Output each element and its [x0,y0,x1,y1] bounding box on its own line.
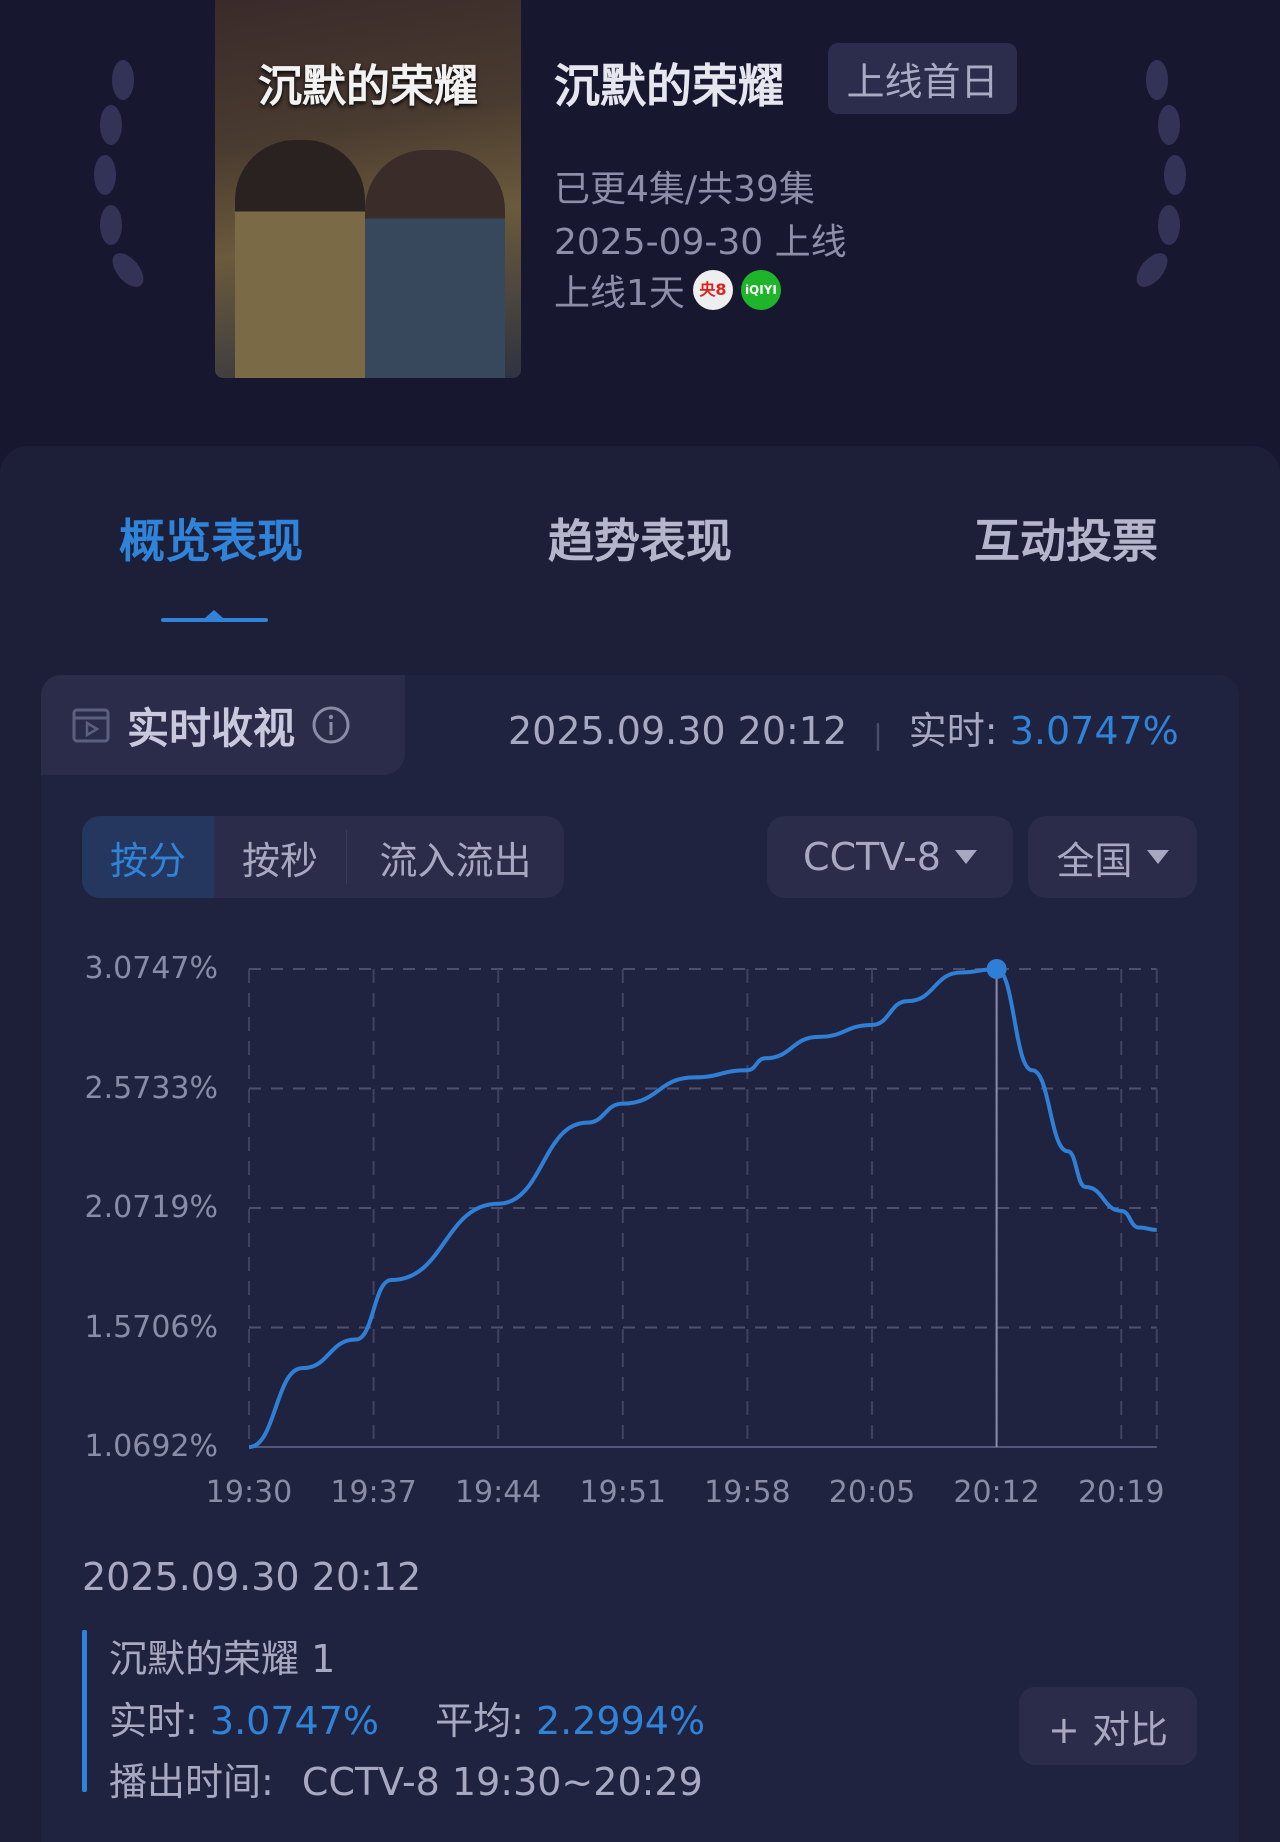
iqiyi-logo: iQIYI [740,270,781,310]
chevron-down-icon [1146,850,1169,864]
video-calendar-icon [72,708,110,743]
realtime-value: 3.0747% [1009,709,1179,753]
active-tab-indicator [161,618,268,622]
detail-realtime-value: 3.0747% [209,1699,379,1743]
poster-image[interactable]: 沉默的荣耀 [215,0,521,378]
detail-airtime-value: CCTV-8 19:30~20:29 [301,1760,703,1804]
realtime-label: 实时: [908,709,998,753]
compare-button[interactable]: + 对比 [1019,1687,1197,1765]
active-tab-caret [205,610,223,618]
x-tick-label: 19:37 [330,1475,417,1510]
chevron-down-icon [954,850,977,864]
ratings-line [248,967,1157,1450]
detail-average-value: 2.2994% [535,1699,706,1743]
panel-title: 实时收视 [127,703,296,753]
channel-dropdown[interactable]: CCTV-8 [767,816,1013,898]
channel-value: CCTV-8 [803,835,941,879]
laurel-right-icon [1130,60,1198,293]
episode-count: 已更4集/共39集 [554,169,815,210]
poster-figure [365,150,505,378]
detail-average-label: 平均: [435,1699,524,1743]
x-tick-label: 19:51 [579,1475,667,1510]
poster-title: 沉默的荣耀 [258,61,478,112]
segment-by-minute[interactable]: 按分 [82,816,214,898]
x-tick-label: 20:19 [1077,1475,1165,1510]
info-icon[interactable] [311,705,351,745]
show-title: 沉默的荣耀 [554,59,784,113]
x-tick-label: 19:44 [454,1475,542,1510]
tab-overview[interactable]: 概览表现 [119,514,303,568]
x-tick-label: 20:12 [953,1475,1040,1510]
detail-timestamp: 2025.09.30 20:12 [82,1555,422,1599]
highlight-point [986,959,1007,979]
tab-vote[interactable]: 互动投票 [974,514,1158,568]
region-dropdown[interactable]: 全国 [1028,816,1197,898]
detail-realtime-label: 实时: [109,1699,198,1743]
divider: | [873,718,883,751]
realtime-summary: 2025.09.30 20:12 | 实时: 3.0747% [508,700,1179,755]
release-date: 2025-09-30 上线 [554,222,847,263]
segment-by-second[interactable]: 按秒 [214,830,347,884]
status-badge: 上线首日 [828,43,1017,114]
poster-figure [235,140,365,378]
y-tick-label: 1.5706% [84,1309,218,1345]
days-online: 上线1天 [554,273,685,314]
detail-series-name: 沉默的荣耀 1 [109,1637,336,1681]
segment-flow[interactable]: 流入流出 [379,838,532,883]
panel-header: 实时收视 [41,675,405,775]
x-tick-label: 19:30 [205,1475,293,1510]
y-tick-label: 2.0719% [84,1190,218,1225]
series-color-bar [82,1630,87,1792]
cctv8-logo: 央8 [692,270,733,310]
y-tick-label: 2.5733% [84,1070,218,1106]
detail-airtime-label: 播出时间: [109,1760,274,1804]
y-tick-label: 1.0692% [84,1429,218,1464]
region-value: 全国 [1056,838,1133,883]
laurel-left-icon [82,60,150,293]
granularity-toggle: 按分 按秒 流入流出 [82,816,564,898]
y-tick-label: 3.0747% [84,951,218,986]
x-tick-label: 19:58 [704,1475,791,1510]
x-tick-label: 20:05 [828,1475,916,1510]
panel-timestamp: 2025.09.30 20:12 [508,709,848,753]
tab-trend[interactable]: 趋势表现 [548,514,732,568]
